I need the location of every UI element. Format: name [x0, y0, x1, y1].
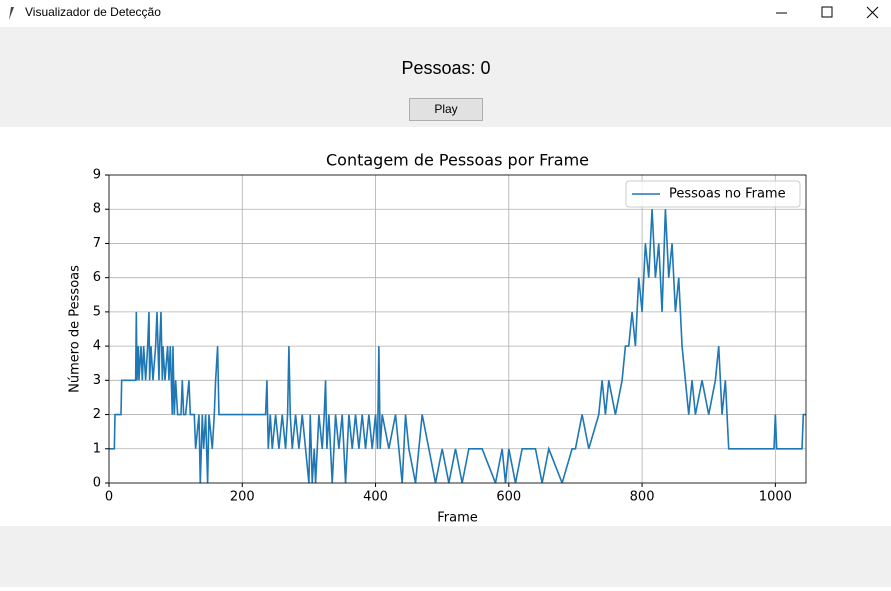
title-bar: [0, 0, 891, 27]
plot: Contagem de Pessoas por Frame Frame Número…: [68, 151, 807, 526]
x-tick-label: 200: [230, 490, 255, 505]
y-tick-label: 0: [93, 476, 101, 491]
count-label: Pessoas: 0: [401, 58, 490, 78]
x-tick-label: 0: [105, 490, 113, 505]
y-axis-label: Número de Pessoas: [68, 265, 83, 393]
x-tick-label: 1000: [759, 490, 792, 505]
x-tick-label: 800: [630, 490, 655, 505]
y-tick-label: 7: [93, 236, 101, 251]
y-tick-label: 6: [93, 270, 101, 285]
legend-label: Pessoas no Frame: [669, 187, 786, 202]
y-tick-label: 4: [93, 339, 101, 354]
y-tick-label: 3: [93, 373, 101, 388]
app-icon: [9, 7, 14, 20]
legend-box: [625, 180, 801, 208]
play-button[interactable]: [409, 98, 483, 121]
play-button-label[interactable]: Play: [434, 102, 457, 116]
window-title: Visualizador de Detecção: [25, 5, 161, 19]
axes-frame: [108, 174, 807, 484]
y-tick-label: 1: [93, 441, 101, 456]
close-button[interactable]: [866, 6, 879, 19]
data-line: [109, 209, 806, 483]
y-tick-label: 9: [93, 168, 101, 183]
x-tick-label: 400: [363, 490, 388, 505]
y-tick-label: 5: [93, 304, 101, 319]
y-tick-label: 8: [93, 202, 101, 217]
y-tick-label: 2: [93, 407, 101, 422]
maximize-button[interactable]: [821, 6, 833, 18]
x-axis-label: Frame: [437, 511, 478, 526]
chart-title: Contagem de Pessoas por Frame: [326, 151, 589, 170]
x-tick-label: 600: [496, 490, 521, 505]
